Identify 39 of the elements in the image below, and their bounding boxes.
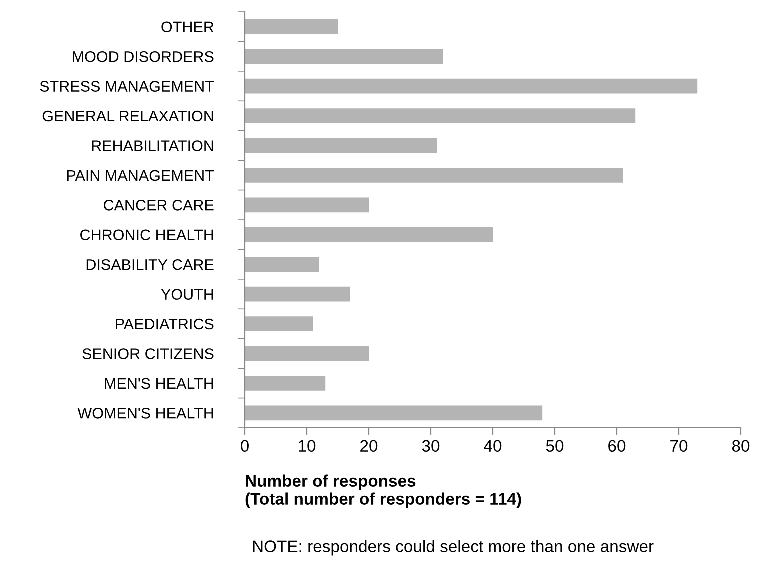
- x-tick-label: 30: [422, 440, 440, 452]
- x-tick-label: 50: [546, 440, 564, 452]
- y-tick-label: REHABILITATION: [92, 140, 214, 152]
- x-tick-label: 70: [670, 440, 688, 452]
- x-tick-label: 60: [608, 440, 626, 452]
- bar: [245, 376, 326, 391]
- x-axis-title: Number of responses (Total number of responders = 114): [246, 474, 522, 508]
- bar: [245, 286, 350, 302]
- bar: [245, 316, 314, 332]
- y-tick-label: SENIOR CITIZENS: [82, 348, 214, 360]
- x-tick-label: 10: [299, 440, 316, 452]
- x-tick-label: 80: [732, 440, 750, 452]
- y-tick-label: MOOD DISORDERS: [73, 51, 214, 62]
- y-tick-label: CHRONIC HEALTH: [80, 230, 214, 241]
- bar: [245, 406, 543, 421]
- x-tick-label: 20: [360, 440, 378, 452]
- bar: [245, 227, 493, 242]
- bar: [245, 198, 369, 213]
- y-tick-label: YOUTH: [161, 289, 214, 300]
- bar: [245, 49, 444, 64]
- y-tick-label: PAEDIATRICS: [116, 318, 214, 330]
- bar: [245, 78, 698, 94]
- bar: [245, 168, 624, 183]
- bar: [245, 346, 369, 362]
- text: NOTE: responders could select more than one answer: [253, 540, 654, 556]
- y-tick-label: MEN'S HEALTH: [105, 378, 214, 390]
- y-tick-label: WOMEN'S HEALTH: [78, 408, 214, 419]
- bar: [245, 19, 338, 34]
- y-tick-label: OTHER: [162, 22, 214, 33]
- y-tick-label: CANCER CARE: [104, 200, 214, 211]
- y-tick-label: PAIN MANAGEMENT: [67, 170, 214, 182]
- bar: [245, 138, 438, 154]
- x-tick-label: 0: [241, 440, 249, 452]
- bar: [245, 257, 320, 272]
- x-tick-label: 40: [484, 440, 502, 452]
- bar: [245, 108, 636, 124]
- y-tick-label: GENERAL RELAXATION: [42, 110, 214, 122]
- y-tick-label: DISABILITY CARE: [86, 259, 214, 270]
- y-tick-label: STRESS MANAGEMENT: [40, 81, 214, 92]
